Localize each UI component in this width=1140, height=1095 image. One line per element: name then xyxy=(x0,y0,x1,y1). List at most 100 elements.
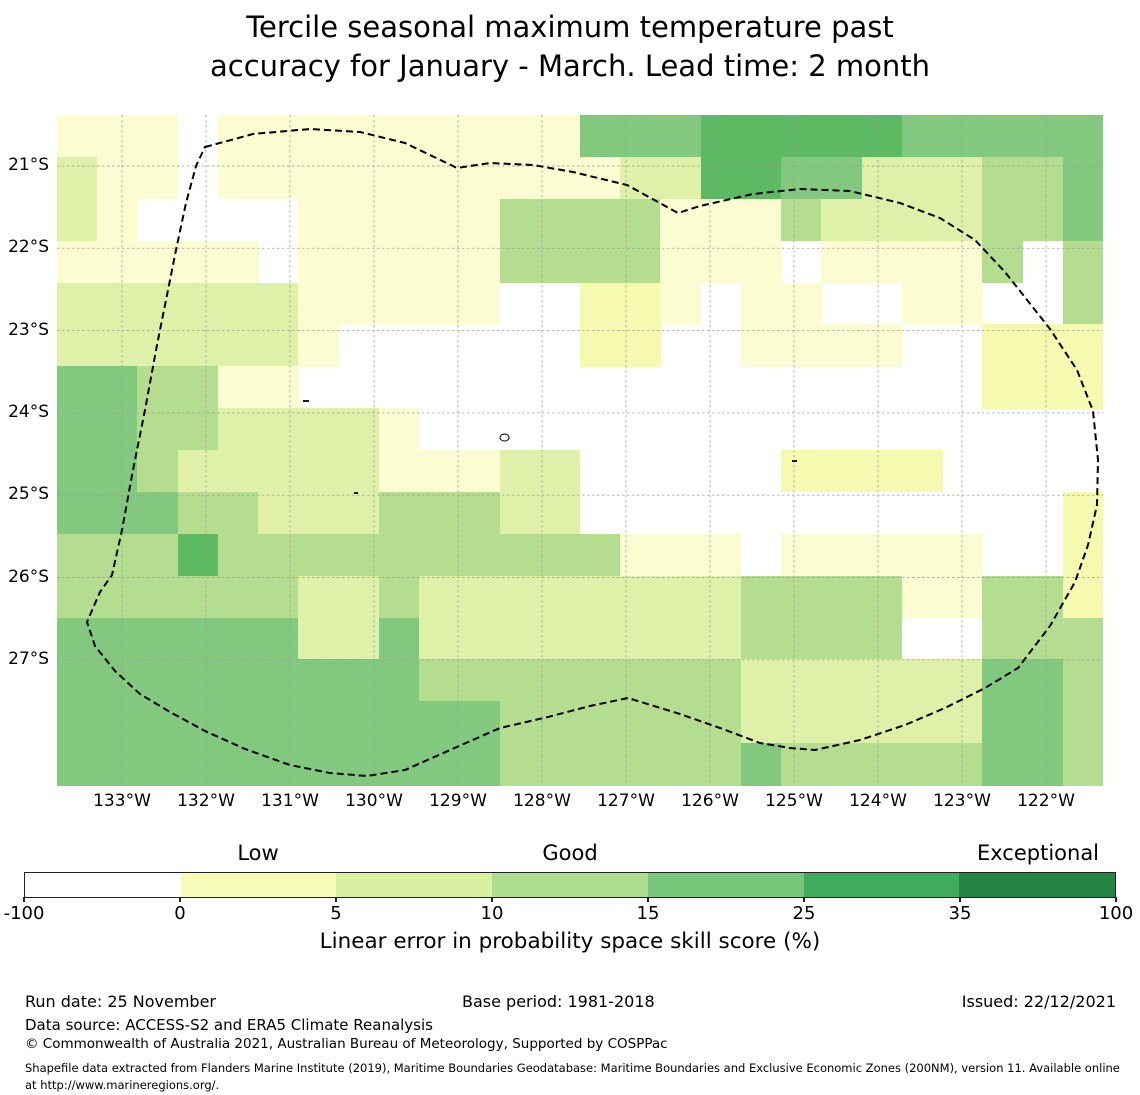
map-cell xyxy=(177,491,219,535)
map-cell xyxy=(539,115,581,158)
map-cell xyxy=(298,240,340,283)
map-cell xyxy=(217,156,259,200)
map-cell xyxy=(660,743,702,786)
run-date-text: Run date: 25 November xyxy=(25,992,216,1011)
map-cell xyxy=(620,617,661,660)
map-cell xyxy=(660,282,702,325)
map-cell xyxy=(97,701,138,744)
colorbar-tick-mark xyxy=(179,897,181,902)
map-cell xyxy=(137,533,179,577)
map-cell xyxy=(781,450,822,493)
map-cell xyxy=(298,324,340,367)
island-mark xyxy=(499,433,510,442)
map-cell xyxy=(861,240,903,283)
map-cell xyxy=(660,240,702,283)
colorbar-tick-mark xyxy=(335,897,337,902)
map-cell xyxy=(1022,324,1064,367)
colorbar-region-label: Exceptional xyxy=(976,841,1100,865)
map-cell xyxy=(740,115,782,158)
map-cell xyxy=(620,198,661,242)
map-cell xyxy=(57,533,98,577)
map-cell xyxy=(97,743,138,786)
map-cell xyxy=(499,659,541,702)
map-cell xyxy=(57,115,98,158)
data-source-text: Data source: ACCESS-S2 and ERA5 Climate … xyxy=(25,1016,433,1034)
map-cell xyxy=(499,491,541,535)
colorbar-tick-label: 25 xyxy=(792,903,816,924)
map-cell xyxy=(217,115,259,158)
map-cell xyxy=(861,156,903,200)
colorbar-region-label: Low xyxy=(237,841,279,865)
map-cell xyxy=(539,491,581,535)
colorbar-tick-label: 10 xyxy=(480,903,504,924)
map-cell xyxy=(660,617,702,660)
map-cell xyxy=(217,366,259,409)
map-cell xyxy=(57,198,98,242)
map-cell xyxy=(1022,743,1064,786)
colorbar-tick-label: -100 xyxy=(3,903,45,924)
colorbar-segment xyxy=(180,873,337,897)
map-cell xyxy=(620,156,661,200)
eez-boundary-outline xyxy=(85,127,1100,778)
x-tick-label: 132°W xyxy=(177,791,235,811)
map-cell xyxy=(499,533,541,577)
map-cell xyxy=(137,659,179,702)
map-cell xyxy=(660,701,702,744)
map-cell xyxy=(338,156,380,200)
map-cell xyxy=(499,575,541,618)
map-cell xyxy=(419,115,460,158)
map-cell xyxy=(700,617,742,660)
map-cell xyxy=(821,575,863,618)
chart-title-line2: accuracy for January - March. Lead time:… xyxy=(209,49,930,83)
map-cell xyxy=(861,450,903,493)
map-cell xyxy=(1062,659,1104,702)
map-cell xyxy=(298,198,340,242)
map-cell xyxy=(97,575,138,618)
base-period-text: Base period: 1981-2018 xyxy=(462,992,655,1011)
map-cell xyxy=(781,701,822,744)
map-cell xyxy=(177,450,219,493)
map-cell xyxy=(901,450,943,493)
map-cell xyxy=(1022,701,1064,744)
map-cell xyxy=(982,115,1024,158)
map-cell xyxy=(1062,366,1104,409)
map-cell xyxy=(217,575,259,618)
map-cell xyxy=(901,240,943,283)
map-cell xyxy=(660,156,702,200)
map-cell xyxy=(740,701,782,744)
map-overlay xyxy=(57,115,1103,785)
map-cell xyxy=(459,115,501,158)
map-cell xyxy=(97,617,138,660)
map-cell xyxy=(97,240,138,283)
map-cell xyxy=(620,575,661,618)
colorbar-segment xyxy=(492,873,648,897)
map-cell xyxy=(137,743,179,786)
map-cell xyxy=(459,617,501,660)
map-cell xyxy=(700,575,742,618)
map-cell xyxy=(378,575,420,618)
map-cell xyxy=(580,240,621,283)
x-tick-label: 124°W xyxy=(849,791,907,811)
map-cell xyxy=(338,408,380,451)
map-cell xyxy=(137,617,179,660)
map-cell xyxy=(539,450,581,493)
map-cell xyxy=(258,617,299,660)
map-cell xyxy=(217,450,259,493)
map-cell xyxy=(499,743,541,786)
map-cell xyxy=(419,198,460,242)
map-cell xyxy=(901,282,943,325)
map-cell xyxy=(459,533,501,577)
map-cell xyxy=(982,240,1024,283)
map-cell xyxy=(217,617,259,660)
y-tick-label: 26°S xyxy=(8,566,49,587)
map-cell xyxy=(57,240,98,283)
chart-title-line1: Tercile seasonal maximum temperature pas… xyxy=(246,10,894,44)
map-cell xyxy=(660,198,702,242)
map-cell xyxy=(620,533,661,577)
map-cell xyxy=(821,743,863,786)
map-cell xyxy=(217,701,259,744)
map-cell xyxy=(338,575,380,618)
map-cell xyxy=(459,198,501,242)
map-cell xyxy=(1022,115,1064,158)
map-cell xyxy=(378,491,420,535)
